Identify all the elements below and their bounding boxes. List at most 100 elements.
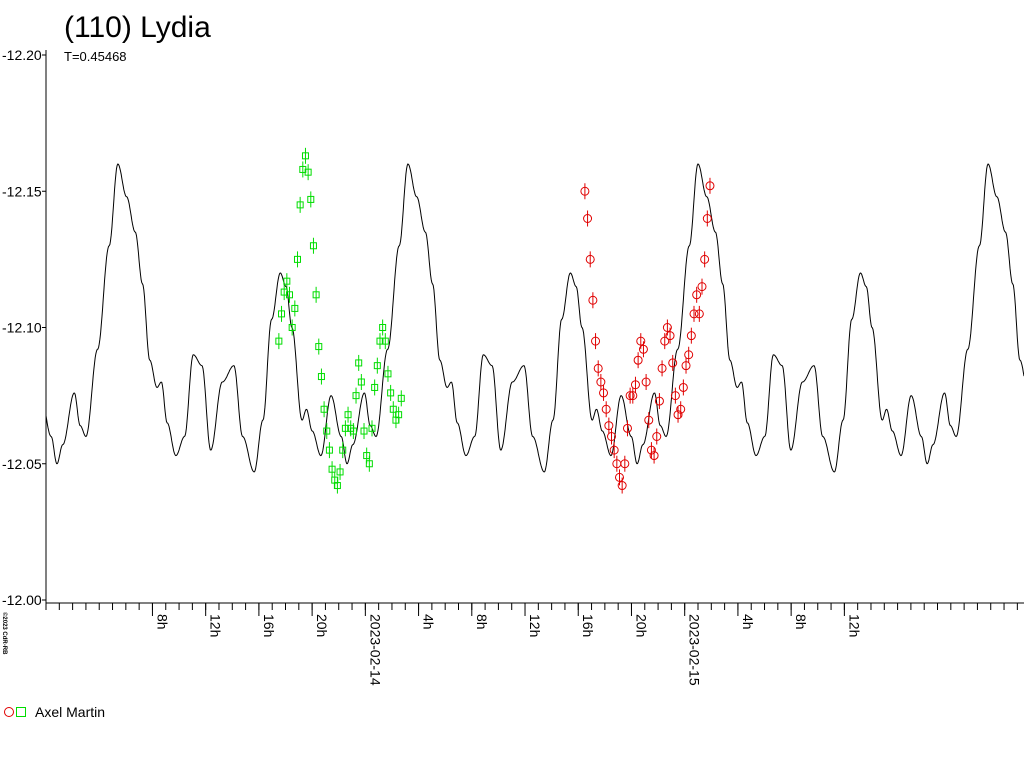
data-point-square [307, 195, 315, 203]
x-tick-label: 16h [580, 614, 596, 637]
data-point-circle [662, 323, 672, 332]
data-point-square [323, 427, 331, 435]
model-curve [45, 163, 1024, 473]
chart-ticks: -12.20 -12.15 -12.10 -12.05 -12.00 8h 12h 16h 20… [2, 47, 1018, 686]
legend: Axel Martin [4, 704, 105, 720]
data-point-circle [700, 254, 710, 264]
data-point-square [312, 291, 320, 299]
data-point-circle [638, 344, 648, 354]
data-point-circle [652, 432, 662, 441]
data-point-circle [583, 214, 593, 223]
data-point-circle [636, 336, 646, 346]
y-tick-label: -12.00 [2, 592, 42, 608]
data-point-square [344, 411, 352, 419]
data-point-circle [654, 396, 664, 406]
data-point-square [278, 310, 286, 318]
data-point-circle [678, 382, 688, 392]
x-tick-label: 4h [740, 614, 756, 630]
data-point-square [357, 378, 365, 386]
data-point-circle [644, 415, 654, 425]
data-point-circle [593, 363, 603, 373]
data-point-square [275, 337, 283, 345]
data-point-square [397, 394, 405, 402]
data-point-circle [617, 481, 627, 491]
model-curve-path [45, 163, 1024, 473]
data-point-circle [622, 423, 632, 433]
x-tick-label: 8h [474, 614, 490, 630]
x-tick-label: 8h [154, 614, 170, 630]
chart-subtitle: T=0.45468 [64, 49, 127, 64]
data-point-square [286, 291, 294, 299]
data-point-square [341, 424, 349, 432]
x-tick-label: 2023-02-15 [687, 614, 703, 686]
data-point-square [328, 465, 336, 473]
data-point-square [315, 343, 323, 351]
legend-square-marker [16, 707, 26, 717]
y-tick-label: -12.05 [2, 456, 42, 472]
data-point-square [291, 304, 299, 312]
data-point-square [363, 452, 371, 460]
data-point-circle [692, 290, 702, 300]
data-point-circle [646, 445, 656, 455]
data-point-circle [620, 459, 630, 469]
data-point-circle [676, 404, 686, 414]
data-point-square [355, 359, 363, 367]
x-tick-label: 16h [261, 614, 277, 637]
data-point-circle [657, 363, 667, 373]
data-point-square [333, 482, 341, 490]
data-point-circle [633, 355, 643, 365]
legend-circle-marker [4, 707, 14, 717]
data-point-circle [705, 181, 715, 191]
data-point-square [339, 446, 347, 454]
data-point-circle [641, 377, 651, 387]
data-point-circle [681, 361, 691, 371]
data-point-square [301, 152, 309, 160]
data-point-circle [694, 309, 704, 319]
data-point-circle [591, 336, 601, 346]
data-point-circle [649, 451, 659, 461]
y-tick-label: -12.20 [2, 47, 42, 63]
data-point-square [389, 405, 397, 413]
chart-title: (110) Lydia [64, 11, 211, 44]
x-tick-label: 12h [208, 614, 224, 637]
data-point-circle [686, 331, 696, 341]
data-point-square [352, 392, 360, 400]
x-tick-label: 20h [314, 614, 330, 637]
data-point-circle [660, 336, 670, 346]
data-point-square [304, 168, 312, 176]
data-point-square [288, 324, 296, 331]
data-point-circle [670, 391, 680, 401]
data-point-circle [697, 282, 707, 292]
data-point-square [309, 242, 317, 250]
data-point-circle [630, 380, 640, 390]
data-point-circle [580, 186, 590, 196]
data-point-circle [604, 421, 614, 431]
data-point-square [379, 324, 387, 331]
data-point-square [368, 424, 376, 432]
x-tick-label: 12h [527, 614, 543, 637]
data-point-circle [689, 309, 699, 319]
data-point-square [387, 389, 395, 397]
legend-label: Axel Martin [35, 704, 106, 720]
data-point-square [365, 460, 373, 468]
y-tick-label: -12.15 [2, 183, 42, 199]
data-points [275, 147, 715, 494]
y-tick-label: -12.10 [2, 320, 42, 336]
data-point-circle [702, 214, 712, 223]
data-point-circle [673, 410, 683, 420]
data-point-square [381, 337, 389, 345]
data-point-circle [668, 358, 678, 368]
data-point-square [371, 383, 379, 391]
data-point-circle [684, 350, 694, 360]
data-point-circle [599, 388, 609, 398]
data-point-circle [596, 377, 606, 387]
data-point-circle [625, 391, 635, 401]
data-point-square [395, 411, 403, 419]
data-point-square [296, 201, 304, 209]
x-tick-label: 20h [633, 614, 649, 637]
data-point-circle [588, 295, 598, 305]
data-point-circle [665, 331, 675, 341]
x-tick-label: 4h [421, 614, 437, 630]
data-point-square [325, 446, 333, 454]
